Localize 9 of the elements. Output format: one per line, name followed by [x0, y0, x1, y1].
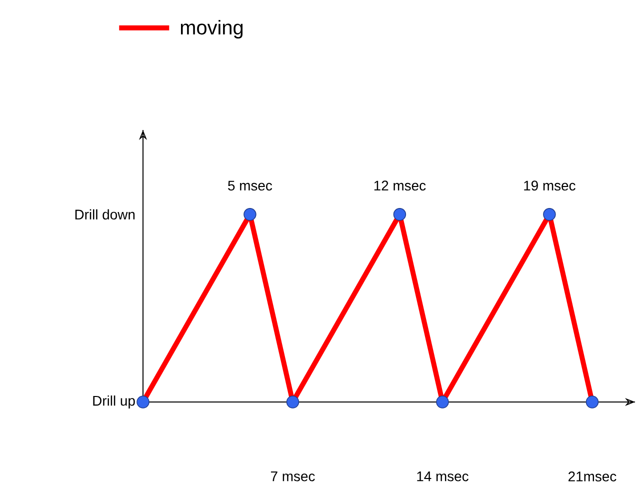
annotation: 19 msec [524, 180, 576, 191]
text: Drill down [75, 209, 135, 220]
annotation: 12 msec [374, 180, 426, 191]
x-tick-label: 21msec [568, 472, 616, 482]
x-tick-label: 7 msec [270, 472, 315, 482]
text: Drill up [93, 395, 135, 408]
x-tick-label: 14 msec [417, 472, 468, 482]
annotation: 5 msec [228, 180, 272, 191]
legend-label: moving [180, 20, 243, 39]
